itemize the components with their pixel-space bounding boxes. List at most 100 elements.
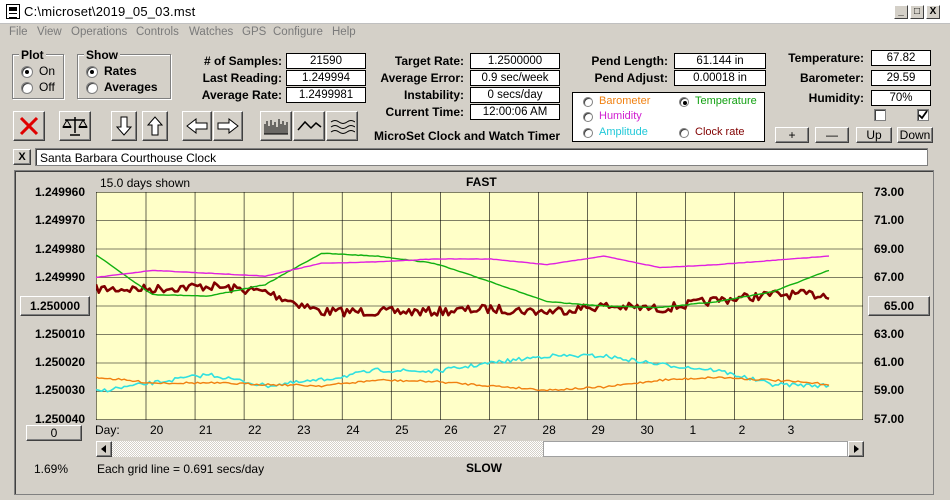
bar-view-button[interactable] (260, 111, 292, 141)
down-arrow-icon (116, 116, 132, 136)
day-tick-label: 21 (199, 423, 213, 437)
window-title: C:\microset\2019_05_03.mst (24, 4, 196, 19)
day-axis-label: Day: (95, 423, 120, 437)
current-time-label: Current Time: (385, 105, 464, 119)
menu-bar: File View Operations Controls Watches GP… (0, 24, 950, 42)
y-tick-left: 1.249960 (34, 185, 85, 199)
menu-gps[interactable]: GPS (242, 26, 267, 38)
wave-icon (330, 120, 355, 134)
series-humidity (96, 255, 830, 279)
day-tick-label: 29 (591, 423, 605, 437)
minimize-button[interactable]: _ (894, 5, 908, 19)
y-tick-left: 1.249990 (34, 270, 85, 284)
balance-button[interactable] (59, 111, 91, 141)
left-arrow-icon (186, 118, 208, 134)
plot-on-radio[interactable] (21, 66, 33, 78)
y-tick-right: 59.00 (874, 383, 905, 397)
series-barometer (96, 376, 830, 392)
horizontal-scrollbar[interactable] (96, 441, 864, 457)
wave-view-button[interactable] (326, 111, 358, 141)
y-tick-left: 1.250020 (34, 355, 85, 369)
days-shown-label: 15.0 days shown (100, 176, 191, 190)
sensor-select-box: Barometer Temperature Humidity Amplitude… (572, 92, 765, 142)
menu-view[interactable]: View (37, 26, 62, 38)
sensor-temperature-label: Temperature (695, 95, 757, 107)
y-tick-left: 1.250010 (34, 327, 85, 341)
sensor-humidity-radio[interactable] (583, 112, 593, 122)
scroll-left-arrow[interactable] (96, 441, 112, 457)
samples-label: # of Samples: (203, 54, 282, 68)
y-tick-right: 63.00 (874, 327, 905, 341)
day-tick-label: 2 (738, 423, 746, 437)
y-tick-right: 61.00 (874, 355, 905, 369)
line-view-button[interactable] (293, 111, 325, 141)
barometer-label: Barometer: (799, 71, 864, 85)
scroll-right-arrow[interactable] (848, 441, 864, 457)
zero-button[interactable]: 0 (26, 425, 82, 441)
average-rate-field: 1.2499981 (286, 87, 366, 103)
barometer-field: 29.59 (871, 70, 931, 86)
day-tick-label: 24 (346, 423, 360, 437)
env-checkbox-1[interactable] (874, 109, 886, 121)
day-tick-label: 26 (444, 423, 458, 437)
y-tick-left: 1.250030 (34, 383, 85, 397)
instability-label: Instability: (403, 88, 464, 102)
stop-button[interactable] (13, 111, 45, 141)
red-x-icon (19, 116, 39, 136)
sensor-amplitude-radio[interactable] (583, 128, 593, 138)
sensor-clockrate-radio[interactable] (679, 128, 689, 138)
center-rate-button[interactable]: 1.250000 (20, 296, 90, 316)
scroll-track[interactable] (112, 441, 543, 457)
target-rate-label: Target Rate: (394, 54, 464, 68)
menu-help[interactable]: Help (332, 26, 356, 38)
sensor-temperature-radio[interactable] (679, 97, 689, 107)
close-button[interactable]: X (926, 5, 940, 19)
menu-controls[interactable]: Controls (136, 26, 179, 38)
y-tick-right: 71.00 (874, 213, 905, 227)
day-tick-label: 28 (542, 423, 556, 437)
scroll-left-button[interactable] (182, 111, 212, 141)
temperature-field: 67.82 (871, 50, 931, 66)
target-rate-field: 1.2500000 (470, 53, 560, 69)
scroll-thumb[interactable] (543, 441, 848, 457)
menu-file[interactable]: File (9, 26, 28, 38)
right-arrow-icon (217, 118, 239, 134)
clear-name-button[interactable]: X (13, 149, 31, 165)
menu-operations[interactable]: Operations (71, 26, 128, 38)
maximize-button[interactable]: □ (910, 5, 924, 19)
show-rates-radio[interactable] (86, 66, 98, 78)
center-env-button[interactable]: 65.00 (868, 296, 930, 316)
env-checkbox-2[interactable] (917, 109, 929, 121)
clock-name-field[interactable]: Santa Barbara Courthouse Clock (35, 148, 928, 166)
left-triangle-icon (101, 445, 106, 453)
scroll-up-button[interactable] (142, 111, 168, 141)
menu-watches[interactable]: Watches (189, 26, 234, 38)
menu-configure[interactable]: Configure (273, 26, 323, 38)
plot-group-label: Plot (19, 48, 46, 62)
instability-field: 0 secs/day (470, 87, 560, 103)
env-minus-button[interactable]: — (815, 127, 849, 143)
day-tick-label: 1 (689, 423, 697, 437)
show-group-label: Show (84, 48, 120, 62)
last-reading-label: Last Reading: (202, 71, 282, 85)
y-tick-left: 1.250040 (34, 412, 85, 426)
series-rate (96, 281, 830, 318)
day-tick-label: 22 (248, 423, 262, 437)
percent-label: 1.69% (34, 462, 69, 476)
env-plus-button[interactable]: + (775, 127, 809, 143)
scroll-down-button[interactable] (111, 111, 137, 141)
line-graph-icon (297, 120, 322, 131)
humidity-field: 70% (871, 90, 931, 106)
plot-on-label: On (39, 64, 56, 78)
plot-off-radio[interactable] (21, 82, 33, 94)
day-tick-label: 25 (395, 423, 409, 437)
env-up-button[interactable]: Up (856, 127, 892, 143)
slow-label: SLOW (466, 461, 502, 475)
scroll-right-button[interactable] (213, 111, 243, 141)
sensor-barometer-radio[interactable] (583, 97, 593, 107)
chart-frame (14, 170, 934, 495)
app-icon (6, 4, 20, 19)
show-averages-radio[interactable] (86, 82, 98, 94)
env-down-button[interactable]: Down (897, 127, 933, 143)
sensor-humidity-label: Humidity (599, 110, 642, 122)
